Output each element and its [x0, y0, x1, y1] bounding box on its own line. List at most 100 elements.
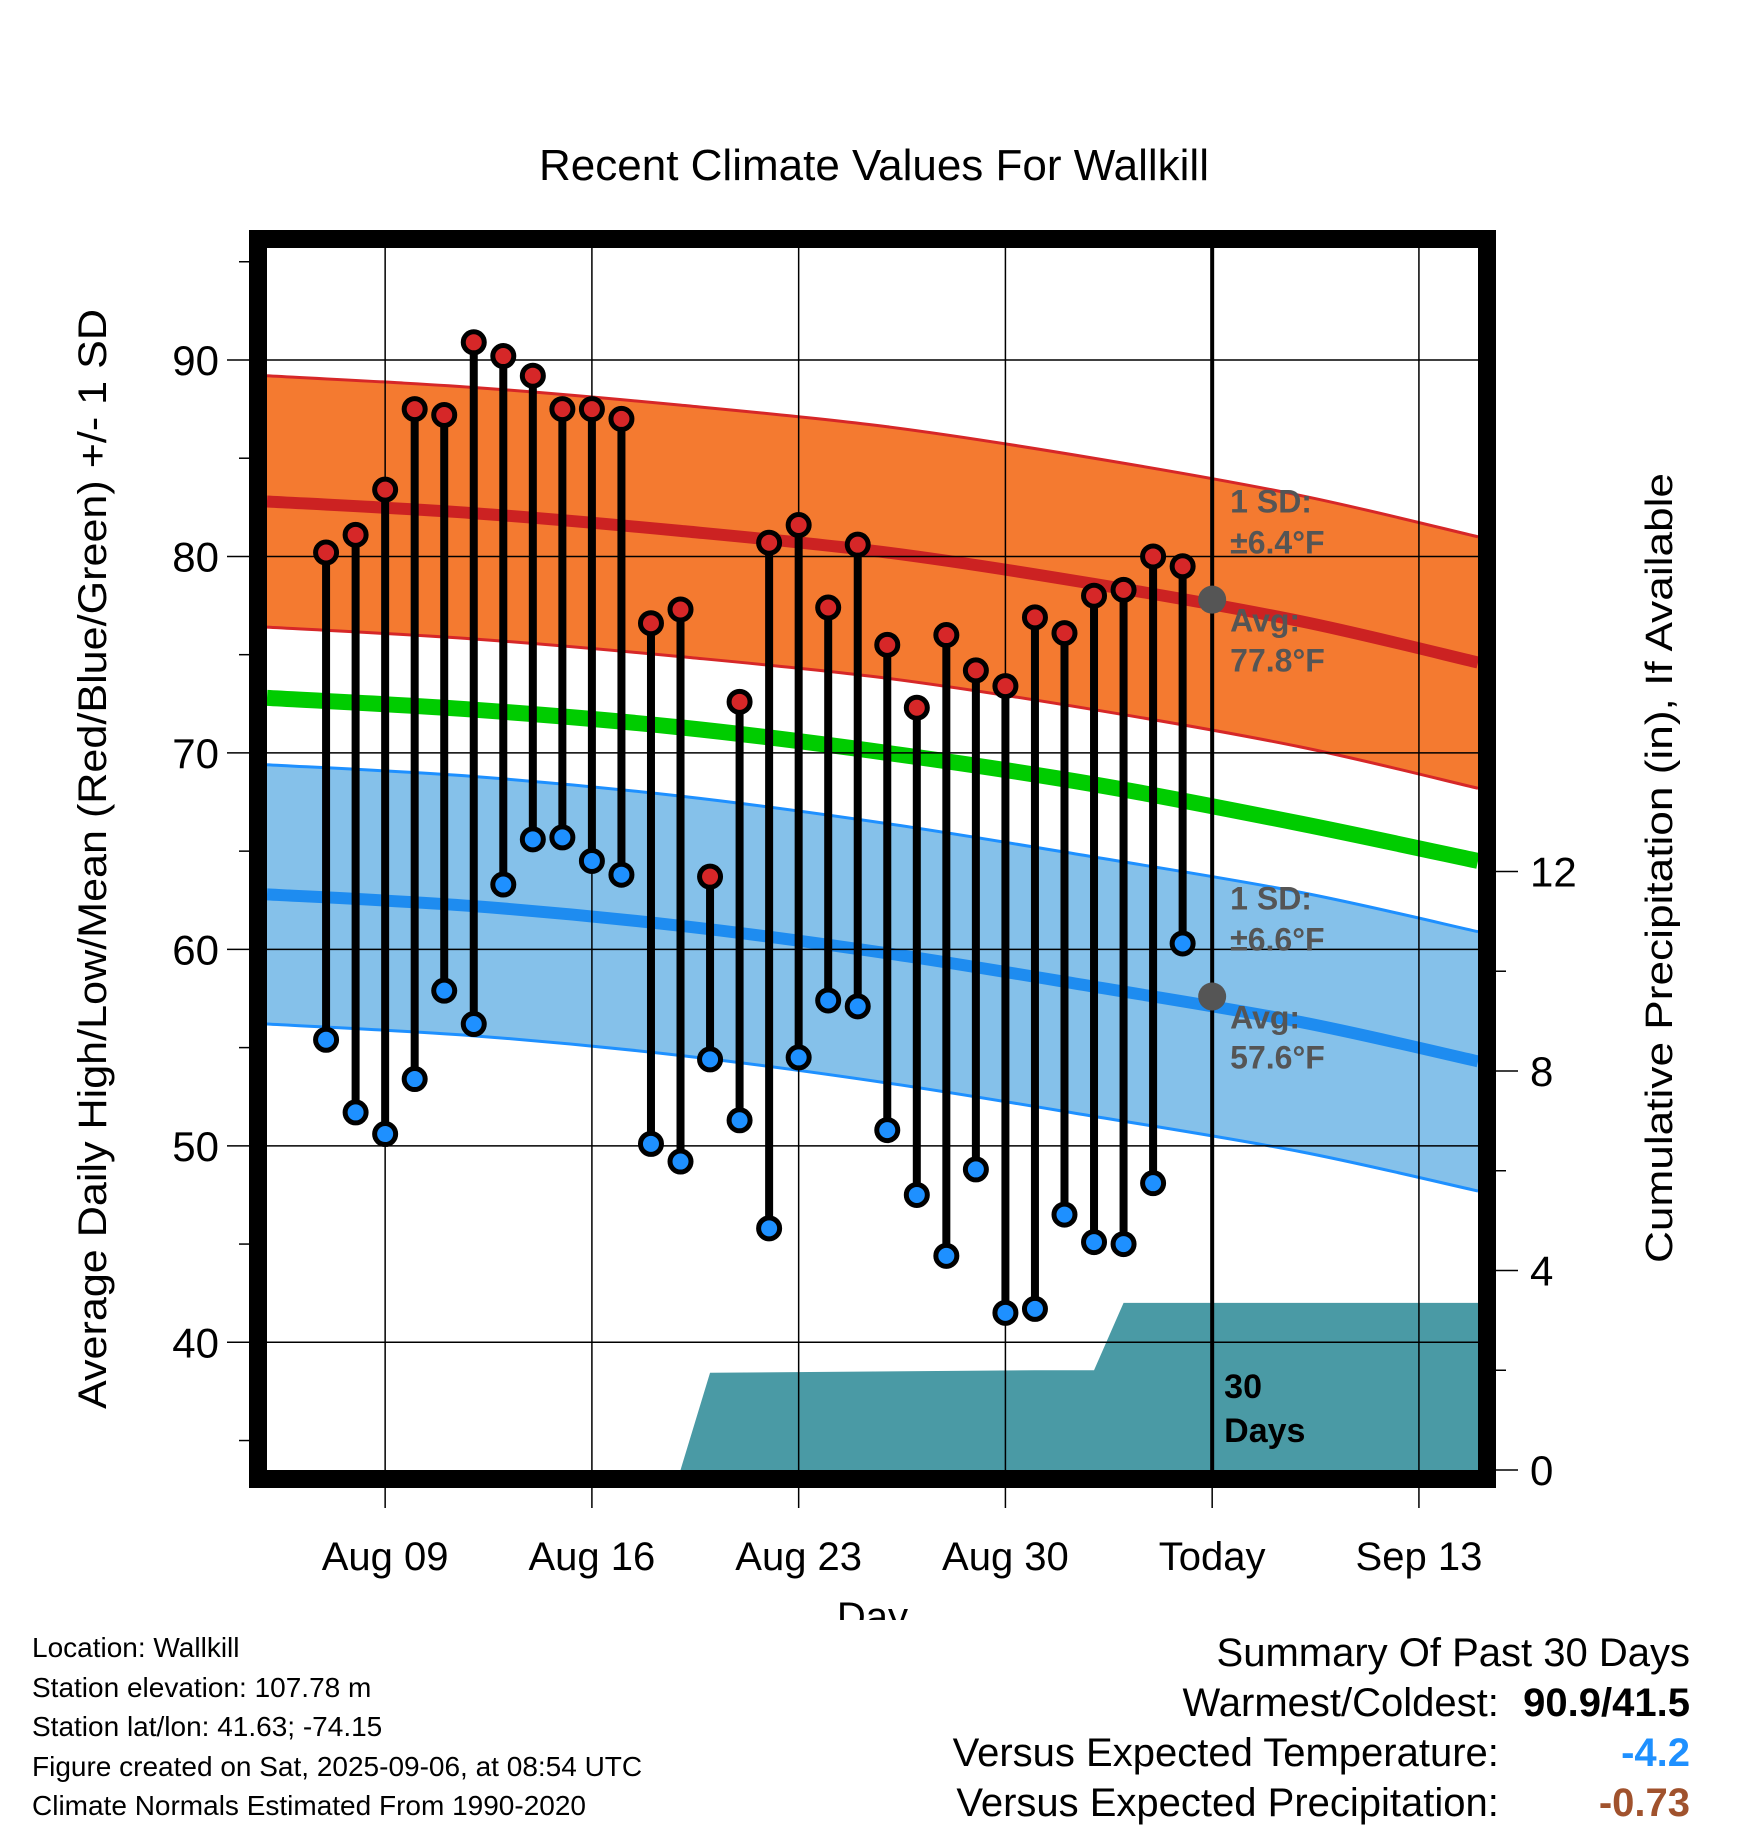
- y-tick-label: 40: [172, 1319, 219, 1366]
- warm-cold-value: 90.9/41.5: [1523, 1681, 1690, 1725]
- y-tick-label: 60: [172, 926, 219, 973]
- obs-high-point: [1081, 582, 1108, 609]
- obs-low-point: [519, 826, 546, 853]
- obs-low-point: [313, 1026, 340, 1053]
- summary-title: Summary Of Past 30 Days: [1216, 1631, 1690, 1675]
- y2-tick-label: 4: [1530, 1247, 1553, 1294]
- climate-chart: Recent Climate Values For Wallkill 1 SD:…: [71, 141, 1681, 1620]
- x-tick-label: Sep 13: [1356, 1535, 1483, 1579]
- low-avg-value: 57.6°F: [1230, 1040, 1325, 1076]
- obs-low-point: [1169, 930, 1196, 957]
- today-high-avg-marker: [1198, 585, 1227, 614]
- obs-high-point: [549, 396, 576, 423]
- y2-tick-label: 0: [1530, 1447, 1553, 1494]
- low-sd-value: ±6.6°F: [1230, 922, 1324, 958]
- obs-low-point: [342, 1099, 369, 1126]
- obs-high-point: [785, 512, 812, 539]
- today-low-avg-marker: [1198, 982, 1227, 1011]
- location-text: Location: Wallkill: [32, 1632, 240, 1663]
- obs-low-point: [933, 1242, 960, 1269]
- obs-high-point: [756, 529, 783, 556]
- obs-low-point: [903, 1181, 930, 1208]
- obs-low-point: [490, 871, 517, 898]
- x-tick-label: Today: [1159, 1535, 1266, 1579]
- chart-title: Recent Climate Values For Wallkill: [539, 141, 1209, 190]
- obs-high-point: [490, 343, 517, 370]
- low-avg-label: Avg:: [1230, 1000, 1300, 1036]
- obs-low-point: [1140, 1170, 1167, 1197]
- temp-departure-label: Versus Expected Temperature:: [952, 1731, 1499, 1775]
- obs-low-point: [667, 1148, 694, 1175]
- obs-high-point: [1169, 553, 1196, 580]
- obs-high-point: [372, 476, 399, 503]
- obs-low-point: [874, 1117, 901, 1144]
- obs-high-point: [342, 521, 369, 548]
- x-tick-label: Aug 30: [942, 1535, 1069, 1579]
- obs-high-point: [637, 610, 664, 637]
- plot-inner: [267, 248, 1478, 1470]
- high-avg-label: Avg:: [1230, 603, 1300, 639]
- obs-low-point: [401, 1066, 428, 1093]
- high-sd-value: ±6.4°F: [1230, 525, 1324, 561]
- x-tick-label: Aug 23: [735, 1535, 862, 1579]
- station-info: Location: Wallkill Station elevation: 10…: [32, 1628, 642, 1826]
- plot-frame: [249, 230, 1496, 1488]
- obs-high-point: [608, 405, 635, 432]
- today-days-word: Days: [1224, 1412, 1305, 1450]
- y2-tick-label: 12: [1530, 848, 1577, 895]
- low-sd-label: 1 SD:: [1230, 881, 1312, 917]
- obs-high-point: [1051, 620, 1078, 647]
- precip-departure-label: Versus Expected Precipitation:: [956, 1781, 1499, 1825]
- obs-high-point: [844, 531, 871, 558]
- y-tick-label: 90: [172, 337, 219, 384]
- obs-high-point: [697, 863, 724, 890]
- today-days-number: 30: [1224, 1368, 1262, 1406]
- high-avg-value: 77.8°F: [1230, 643, 1325, 679]
- y2-tick-label: 8: [1530, 1048, 1553, 1095]
- x-tick-label: Aug 09: [322, 1535, 449, 1579]
- obs-high-point: [519, 362, 546, 389]
- y2-axis-title: Cumulative Precipitation (in), If Availa…: [1639, 473, 1681, 1263]
- high-sd-band: [267, 375, 1478, 789]
- obs-low-point: [785, 1044, 812, 1071]
- created-text: Figure created on Sat, 2025-09-06, at 08…: [32, 1750, 643, 1782]
- obs-low-point: [637, 1130, 664, 1157]
- obs-low-point: [815, 987, 842, 1014]
- obs-low-point: [431, 977, 458, 1004]
- precip-area: [267, 1302, 1478, 1470]
- summary-precip: Versus Expected Precipitation: -0.73: [953, 1778, 1690, 1828]
- obs-low-point: [962, 1156, 989, 1183]
- x-axis-title: Day: [837, 1595, 908, 1620]
- obs-low-point: [460, 1011, 487, 1038]
- obs-low-point: [1081, 1229, 1108, 1256]
- summary-warm-cold: Warmest/Coldest: 90.9/41.5: [953, 1678, 1691, 1728]
- obs-low-point: [756, 1215, 783, 1242]
- obs-high-point: [874, 631, 901, 658]
- obs-low-point: [992, 1299, 1019, 1326]
- obs-high-point: [578, 396, 605, 423]
- obs-low-point: [1051, 1201, 1078, 1228]
- obs-high-point: [962, 657, 989, 684]
- elevation-text: Station elevation: 107.78 m: [32, 1671, 372, 1703]
- obs-low-point: [844, 993, 871, 1020]
- y-tick-label: 70: [172, 730, 219, 777]
- obs-low-point: [1021, 1295, 1048, 1322]
- obs-high-point: [992, 673, 1019, 700]
- obs-high-point: [1021, 604, 1048, 631]
- summary-temp: Versus Expected Temperature: -4.2: [953, 1728, 1690, 1778]
- obs-high-point: [1110, 576, 1137, 603]
- obs-high-point: [431, 401, 458, 428]
- obs-low-point: [726, 1107, 753, 1134]
- plot-area: 1 SD: ±6.4°F Avg: 77.8°F 1 SD: ±6.6°F Avg: 57.6…: [71, 230, 1681, 1620]
- obs-low-point: [549, 824, 576, 851]
- summary-panel: Summary Of Past 30 Days Warmest/Coldest:…: [953, 1628, 1690, 1828]
- obs-high-point: [933, 622, 960, 649]
- obs-low-point: [697, 1046, 724, 1073]
- obs-high-point: [903, 694, 930, 721]
- y-tick-label: 50: [172, 1123, 219, 1170]
- warm-cold-label: Warmest/Coldest:: [1182, 1681, 1499, 1725]
- y-axis-title: Average Daily High/Low/Mean (Red/Blue/Gr…: [71, 309, 115, 1409]
- obs-low-point: [372, 1121, 399, 1148]
- obs-high-point: [1140, 543, 1167, 570]
- latlon-text: Station lat/lon: 41.63; -74.15: [32, 1711, 383, 1742]
